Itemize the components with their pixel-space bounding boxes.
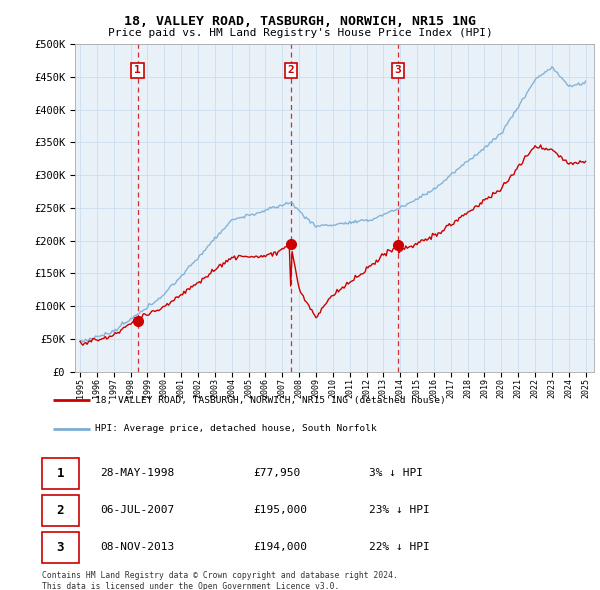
- Text: 1: 1: [57, 467, 64, 480]
- Text: 1: 1: [134, 65, 141, 76]
- Bar: [42, 458, 79, 489]
- Text: 18, VALLEY ROAD, TASBURGH, NORWICH, NR15 1NG (detached house): 18, VALLEY ROAD, TASBURGH, NORWICH, NR15…: [95, 396, 446, 405]
- Text: £195,000: £195,000: [253, 506, 307, 515]
- Text: 3% ↓ HPI: 3% ↓ HPI: [370, 468, 424, 478]
- Text: 06-JUL-2007: 06-JUL-2007: [100, 506, 175, 515]
- Text: HPI: Average price, detached house, South Norfolk: HPI: Average price, detached house, Sout…: [95, 424, 377, 433]
- Text: 28-MAY-1998: 28-MAY-1998: [100, 468, 175, 478]
- Text: 2: 2: [287, 65, 294, 76]
- Text: 3: 3: [394, 65, 401, 76]
- Text: 2: 2: [57, 504, 64, 517]
- Text: Contains HM Land Registry data © Crown copyright and database right 2024.
This d: Contains HM Land Registry data © Crown c…: [42, 571, 398, 590]
- Text: £194,000: £194,000: [253, 542, 307, 552]
- Bar: [42, 532, 79, 563]
- Bar: [42, 494, 79, 526]
- Text: 22% ↓ HPI: 22% ↓ HPI: [370, 542, 430, 552]
- Text: 3: 3: [57, 541, 64, 554]
- Text: 18, VALLEY ROAD, TASBURGH, NORWICH, NR15 1NG: 18, VALLEY ROAD, TASBURGH, NORWICH, NR15…: [124, 15, 476, 28]
- Text: 08-NOV-2013: 08-NOV-2013: [100, 542, 175, 552]
- Text: 23% ↓ HPI: 23% ↓ HPI: [370, 506, 430, 515]
- Text: Price paid vs. HM Land Registry's House Price Index (HPI): Price paid vs. HM Land Registry's House …: [107, 28, 493, 38]
- Text: £77,950: £77,950: [253, 468, 301, 478]
